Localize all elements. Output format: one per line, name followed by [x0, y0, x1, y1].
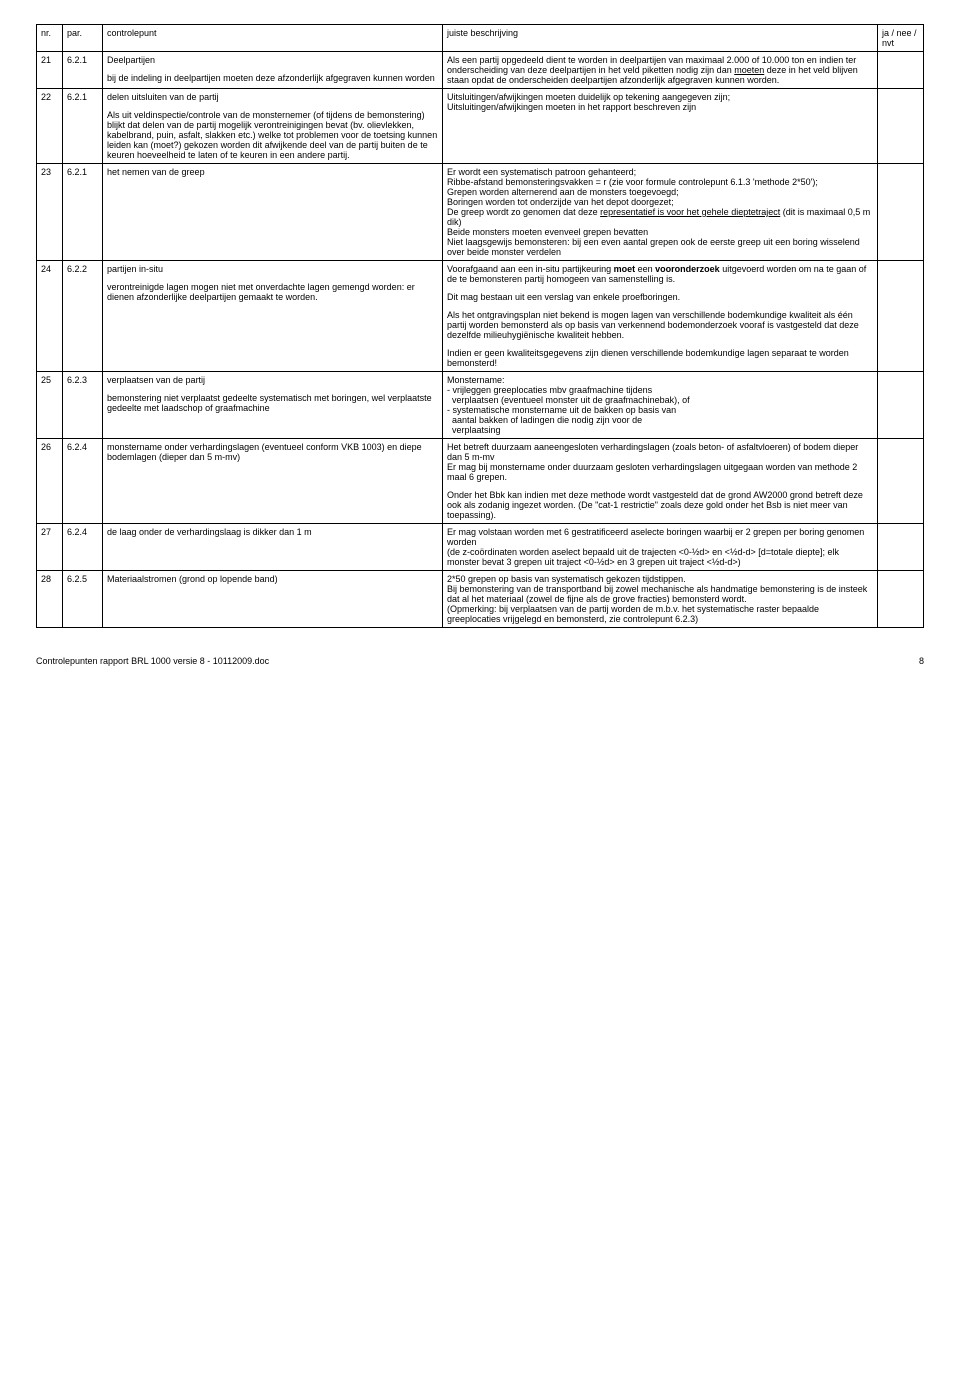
cell-nr: 28 [37, 571, 63, 628]
cp-title: delen uitsluiten van de partij [107, 92, 438, 102]
table-row: 27 6.2.4 de laag onder de verhardingslaa… [37, 524, 924, 571]
cell-par: 6.2.4 [63, 439, 103, 524]
cell-juiste: Monstername:- vrijleggen greeplocaties m… [443, 372, 878, 439]
cell-nr: 25 [37, 372, 63, 439]
table-row: 21 6.2.1 Deelpartijen bij de indeling in… [37, 52, 924, 89]
cell-juiste: Het betreft duurzaam aaneengesloten verh… [443, 439, 878, 524]
footer-left: Controlepunten rapport BRL 1000 versie 8… [36, 656, 269, 666]
cell-par: 6.2.5 [63, 571, 103, 628]
controlepunten-table: nr. par. controlepunt juiste beschrijvin… [36, 24, 924, 628]
jb-text: Monstername:- vrijleggen greeplocaties m… [447, 375, 690, 435]
header-janee: ja / nee / nvt [878, 25, 924, 52]
cp-title: het nemen van de greep [107, 167, 205, 177]
jb-text: Er wordt een systematisch patroon gehant… [447, 167, 870, 257]
cell-controlepunt: monstername onder verhardingslagen (even… [103, 439, 443, 524]
jb-p2: Dit mag bestaan uit een verslag van enke… [447, 292, 873, 302]
cell-juiste: Er mag volstaan worden met 6 gestratific… [443, 524, 878, 571]
cell-janee [878, 372, 924, 439]
cp-title: verplaatsen van de partij [107, 375, 438, 385]
cell-janee [878, 524, 924, 571]
table-row: 25 6.2.3 verplaatsen van de partij bemon… [37, 372, 924, 439]
jb-p1: Het betreft duurzaam aaneengesloten verh… [447, 442, 873, 482]
cp-body: verontreinigde lagen mogen niet met onve… [107, 282, 438, 302]
cell-nr: 26 [37, 439, 63, 524]
jb-p4: Indien er geen kwaliteitsgegevens zijn d… [447, 348, 873, 368]
cell-par: 6.2.2 [63, 261, 103, 372]
cell-juiste: Als een partij opgedeeld dient te worden… [443, 52, 878, 89]
cell-par: 6.2.4 [63, 524, 103, 571]
cell-juiste: Er wordt een systematisch patroon gehant… [443, 164, 878, 261]
cell-nr: 27 [37, 524, 63, 571]
cell-janee [878, 571, 924, 628]
cell-nr: 22 [37, 89, 63, 164]
cell-juiste: 2*50 grepen op basis van systematisch ge… [443, 571, 878, 628]
cp-body: Als uit veldinspectie/controle van de mo… [107, 110, 438, 160]
cell-janee [878, 261, 924, 372]
cell-controlepunt: het nemen van de greep [103, 164, 443, 261]
cell-nr: 23 [37, 164, 63, 261]
footer-page-number: 8 [919, 656, 924, 666]
cell-janee [878, 164, 924, 261]
table-row: 28 6.2.5 Materiaalstromen (grond op lope… [37, 571, 924, 628]
cp-title: Deelpartijen [107, 55, 438, 65]
cell-janee [878, 439, 924, 524]
cell-par: 6.2.3 [63, 372, 103, 439]
cell-controlepunt: Materiaalstromen (grond op lopende band) [103, 571, 443, 628]
cell-par: 6.2.1 [63, 89, 103, 164]
cp-body: Materiaalstromen (grond op lopende band) [107, 574, 278, 584]
cell-juiste: Voorafgaand aan een in-situ partijkeurin… [443, 261, 878, 372]
header-controlepunt: controlepunt [103, 25, 443, 52]
table-row: 26 6.2.4 monstername onder verhardingsla… [37, 439, 924, 524]
jb-p1: Voorafgaand aan een in-situ partijkeurin… [447, 264, 873, 284]
header-nr: nr. [37, 25, 63, 52]
table-header-row: nr. par. controlepunt juiste beschrijvin… [37, 25, 924, 52]
header-juiste: juiste beschrijving [443, 25, 878, 52]
cell-controlepunt: Deelpartijen bij de indeling in deelpart… [103, 52, 443, 89]
table-row: 23 6.2.1 het nemen van de greep Er wordt… [37, 164, 924, 261]
jb-p2: Onder het Bbk kan indien met deze method… [447, 490, 873, 520]
cell-janee [878, 52, 924, 89]
jb-text: Als een partij opgedeeld dient te worden… [447, 55, 858, 85]
cp-body: bij de indeling in deelpartijen moeten d… [107, 73, 438, 83]
cell-janee [878, 89, 924, 164]
cell-controlepunt: delen uitsluiten van de partij Als uit v… [103, 89, 443, 164]
cp-body: monstername onder verhardingslagen (even… [107, 442, 422, 462]
cell-nr: 24 [37, 261, 63, 372]
cell-controlepunt: de laag onder de verhardingslaag is dikk… [103, 524, 443, 571]
jb-p3: Als het ontgravingsplan niet bekend is m… [447, 310, 873, 340]
cell-controlepunt: partijen in-situ verontreinigde lagen mo… [103, 261, 443, 372]
page-footer: Controlepunten rapport BRL 1000 versie 8… [36, 656, 924, 666]
cp-body: de laag onder de verhardingslaag is dikk… [107, 527, 312, 537]
cell-controlepunt: verplaatsen van de partij bemonstering n… [103, 372, 443, 439]
cell-par: 6.2.1 [63, 164, 103, 261]
cell-par: 6.2.1 [63, 52, 103, 89]
cp-title: partijen in-situ [107, 264, 438, 274]
header-par: par. [63, 25, 103, 52]
table-row: 22 6.2.1 delen uitsluiten van de partij … [37, 89, 924, 164]
cell-juiste: Uitsluitingen/afwijkingen moeten duideli… [443, 89, 878, 164]
table-row: 24 6.2.2 partijen in-situ verontreinigde… [37, 261, 924, 372]
cp-body: bemonstering niet verplaatst gedeelte sy… [107, 393, 438, 413]
cell-nr: 21 [37, 52, 63, 89]
